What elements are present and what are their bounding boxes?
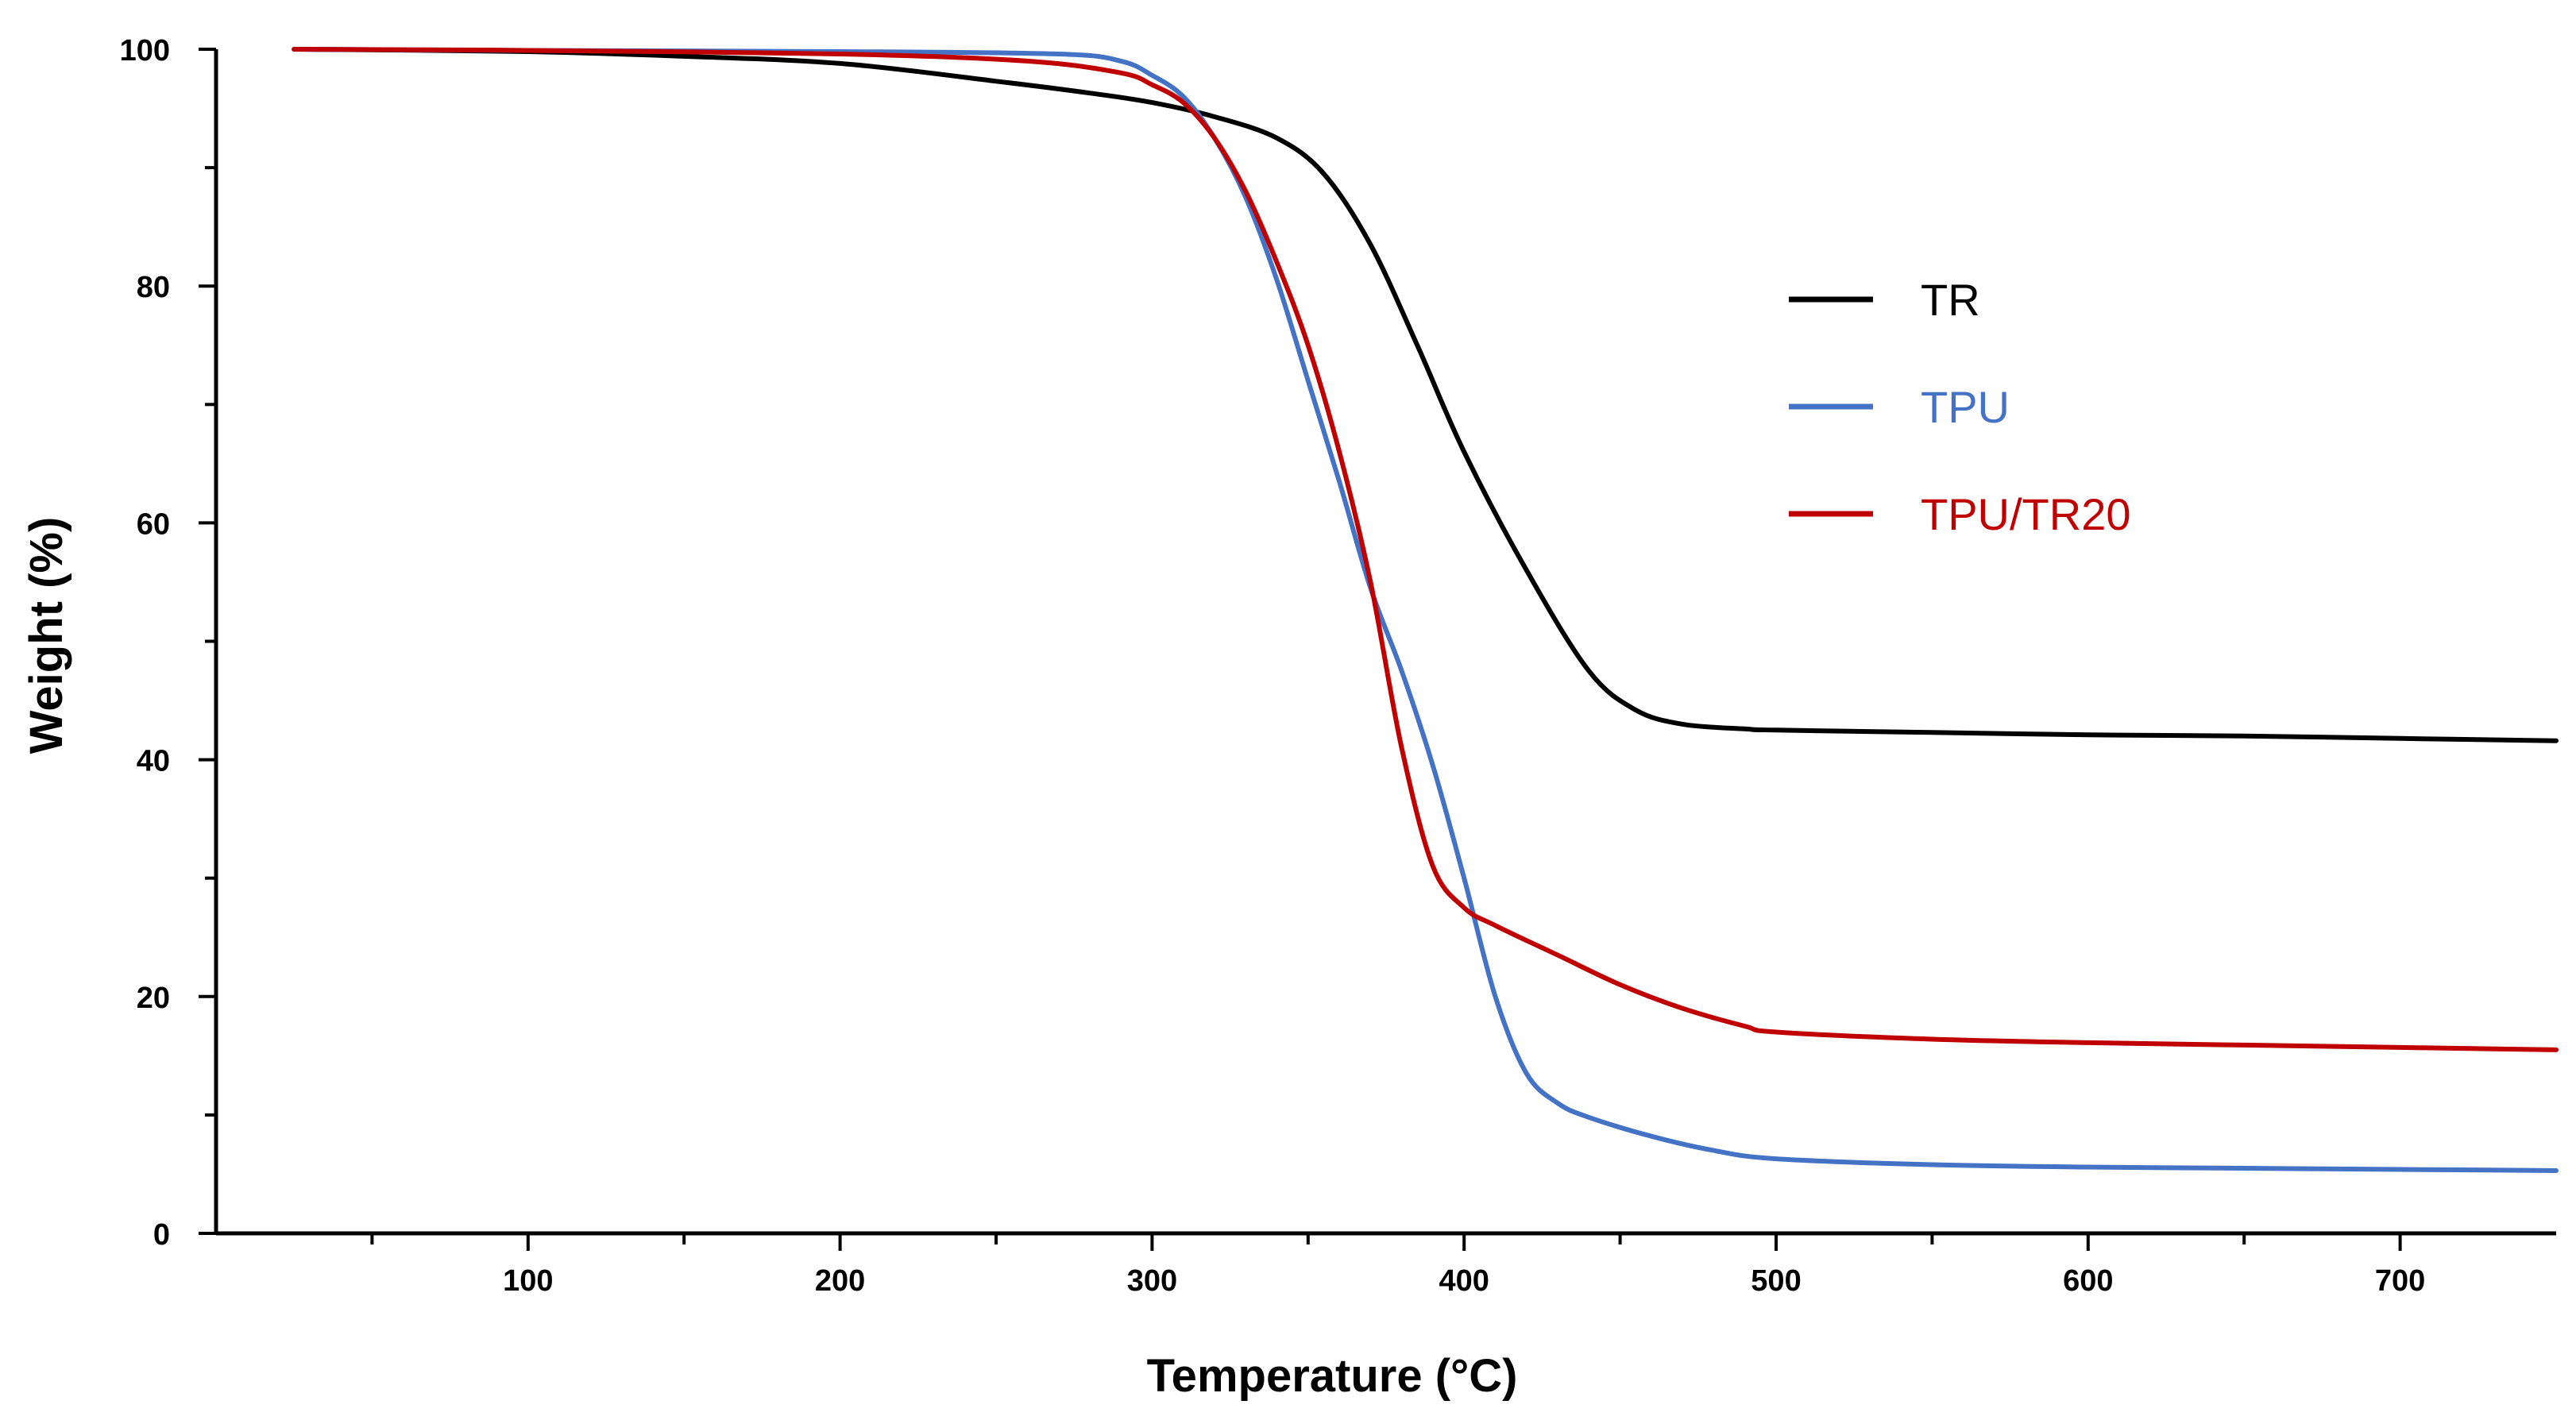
x-tick-label: 200 [815,1264,865,1298]
y-tick-label: 60 [137,507,170,541]
series-line-tpu [292,47,2559,1173]
y-tick-label: 0 [153,1218,170,1252]
series-lines [292,47,2559,1173]
x-tick-label: 400 [1439,1264,1489,1298]
axes: 100 200 300 400 500 600 700 0 20 40 60 80 100 [120,34,2556,1298]
y-axis-title: Weight (%) [21,517,72,754]
x-tick-label: 500 [1751,1264,1801,1298]
series-line-tr [292,47,2559,743]
legend-label-tpu: TPU [1921,382,2010,432]
legend-label-tr: TR [1921,275,1980,325]
y-tick-label: 80 [137,271,170,304]
y-axis-ticks: 0 20 40 60 80 100 [120,34,216,1252]
x-tick-label: 300 [1127,1264,1177,1298]
y-tick-label: 100 [120,34,170,68]
x-axis-title: Temperature (°C) [1147,1350,1518,1402]
x-axis-ticks: 100 200 300 400 500 600 700 [370,1233,2425,1298]
series-line-tpu-tr20 [292,47,2559,1052]
x-tick-label: 100 [503,1264,553,1298]
x-tick-label: 600 [2063,1264,2113,1298]
y-tick-label: 20 [137,982,170,1015]
legend-label-tpu-tr20: TPU/TR20 [1921,489,2131,539]
y-tick-label: 40 [137,745,170,778]
x-tick-label: 700 [2375,1264,2425,1298]
legend: TR TPU TPU/TR20 [1789,275,2131,539]
